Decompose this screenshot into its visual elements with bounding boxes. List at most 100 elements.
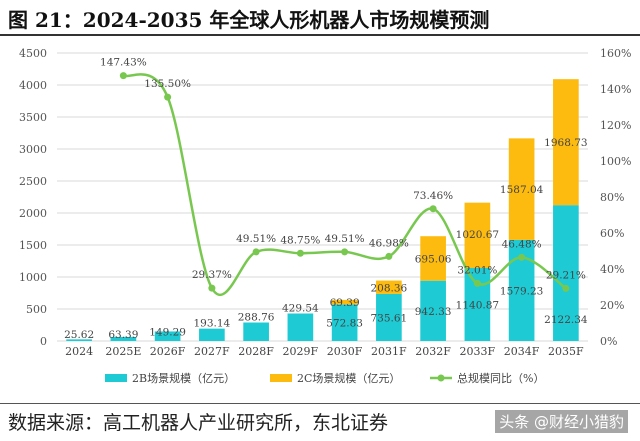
yoy-marker (562, 284, 570, 292)
y-left-tick-label: 4000 (19, 79, 47, 92)
yoy-line (122, 73, 567, 297)
y-right-tick-label: 80% (600, 191, 624, 204)
bar-2c (420, 236, 446, 281)
data-label-2c: 1968.73 (544, 137, 587, 149)
bar-2c (331, 299, 358, 305)
data-label-yoy: 29.37% (192, 269, 232, 281)
data-label-2c: 1587.04 (500, 184, 544, 196)
data-label-yoy: 49.51% (236, 233, 276, 245)
y-right-tick-label: 100% (600, 155, 631, 168)
data-label-2b: 1140.87 (456, 299, 499, 311)
y-left-tick-label: 1000 (19, 271, 47, 284)
data-label-2b: 63.39 (108, 329, 138, 341)
y-right-tick-label: 20% (600, 299, 624, 312)
yoy-marker (473, 279, 481, 287)
y-left-tick-label: 3500 (19, 111, 47, 124)
y-left-tick-label: 0 (40, 335, 47, 348)
x-tick-label: 2028F (238, 345, 274, 358)
y-left-tick-label: 2500 (19, 175, 47, 188)
bar-2b (553, 205, 579, 341)
x-tick-label: 2024 (65, 345, 93, 358)
bar-2c (508, 138, 535, 240)
yoy-marker (341, 248, 349, 256)
y-left-tick-label: 3000 (19, 143, 47, 156)
data-label-2b: 2122.34 (544, 314, 588, 326)
yoy-marker (429, 205, 437, 213)
data-label-2b: 942.33 (415, 306, 452, 318)
x-tick-label: 2031F (371, 345, 407, 358)
data-label-yoy: 46.98% (369, 237, 409, 249)
data-label-yoy: 49.51% (325, 233, 365, 245)
x-tick-label: 2032F (415, 345, 451, 358)
y-left-tick-label: 1500 (19, 239, 47, 252)
data-label-2c: 1020.67 (456, 229, 499, 241)
y-left-tick-label: 2000 (19, 207, 47, 220)
y-left-tick-label: 4500 (19, 47, 47, 60)
bar-2b (154, 331, 181, 341)
stacked-bar-line-chart: 0 500 1000 1500 2000 2500 3000 3500 4000 4500 0% 20… (19, 47, 631, 385)
x-tick-label: 2025E (105, 345, 141, 358)
y-right-tick-label: 40% (600, 263, 624, 276)
x-tick-label: 2033F (460, 345, 496, 358)
bar-2b (287, 313, 314, 341)
bar-2b (420, 280, 446, 341)
bar-2b (199, 328, 225, 341)
bar-2b (66, 339, 92, 341)
legend-swatch (270, 374, 292, 382)
x-tick-label: 2026F (150, 345, 186, 358)
figure-title: 图 21：2024-2035 年全球人形机器人市场规模预测 (8, 8, 490, 32)
watermark: 头条 @财经小猎豹 (495, 410, 628, 433)
bar-2b (243, 322, 269, 341)
yoy-marker (296, 249, 304, 257)
data-label-yoy: 73.46% (413, 190, 453, 202)
x-tick-label: 2029F (283, 345, 319, 358)
bar-2c (464, 202, 491, 268)
y-right-tick-label: 140% (600, 83, 631, 96)
y-right-tick-label: 120% (600, 119, 631, 132)
source-note: 数据来源：高工机器人产业研究所，东北证券 (8, 412, 389, 434)
data-label-yoy: 32.01% (457, 264, 497, 276)
legend-label: 总规模同比（%） (457, 371, 544, 385)
data-label-2b: 193.14 (194, 318, 231, 330)
yoy-marker (208, 284, 216, 292)
data-label-yoy: 147.43% (100, 57, 147, 69)
legend-label: 2B场景规模（亿元） (132, 371, 235, 385)
y-right-tick-label: 60% (600, 227, 624, 240)
yoy-marker (119, 72, 127, 80)
y-left-tick-label: 500 (26, 303, 47, 316)
footer-divider (0, 403, 640, 404)
data-label-2b: 735.61 (371, 312, 408, 324)
data-label-2c: 208.36 (371, 282, 408, 294)
data-label-2b: 572.83 (326, 318, 363, 330)
data-label-2b: 25.62 (64, 329, 94, 341)
data-label-yoy: 29.21% (546, 269, 586, 281)
title-divider (0, 34, 640, 36)
data-label-2b: 149.29 (149, 326, 186, 338)
x-tick-label: 2030F (327, 345, 363, 358)
data-label-2b: 429.54 (282, 303, 319, 315)
bar-2b (110, 336, 137, 341)
data-label-2b: 1579.23 (500, 285, 543, 297)
bar-2c (553, 79, 579, 206)
y-right-tick-label: 0% (600, 335, 617, 348)
legend-marker (437, 374, 445, 382)
bar-2b (376, 293, 402, 341)
y-right-tick-label: 160% (600, 47, 631, 60)
data-label-2c: 69.39 (330, 297, 360, 309)
data-label-yoy: 48.75% (280, 234, 320, 246)
data-label-2c: 695.06 (415, 253, 452, 265)
yoy-marker (164, 93, 172, 101)
legend-swatch (105, 374, 127, 382)
yoy-marker (385, 252, 393, 260)
x-tick-label: 2035F (548, 345, 584, 358)
bar-2c (376, 280, 402, 294)
yoy-marker (252, 248, 260, 256)
x-tick-label: 2027F (194, 345, 230, 358)
yoy-marker (518, 253, 526, 261)
legend-label: 2C场景规模（亿元） (297, 371, 400, 385)
x-tick-label: 2034F (504, 345, 540, 358)
data-label-2b: 288.76 (238, 312, 275, 324)
bar-2b (331, 304, 358, 341)
data-label-yoy: 46.48% (502, 238, 542, 250)
